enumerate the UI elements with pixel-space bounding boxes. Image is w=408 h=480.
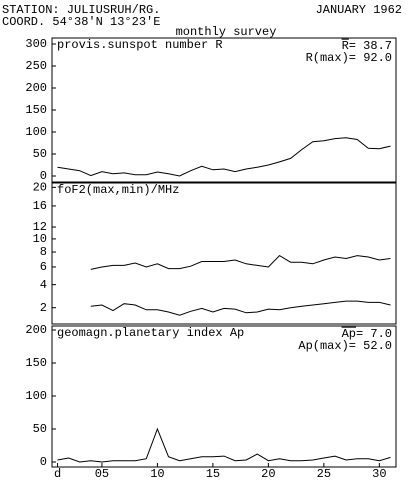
x-tick-label: d (54, 467, 61, 480)
y-tick-label: 16 (33, 199, 47, 213)
y-tick-label: 200 (25, 323, 47, 337)
coord: COORD. 54°38'N 13°23'E (2, 15, 160, 29)
y-tick-label: 8 (40, 245, 47, 259)
x-tick-label: 15 (206, 467, 220, 480)
y-tick-label: 150 (25, 103, 47, 117)
y-tick-label: 12 (33, 220, 47, 234)
y-tick-label: 0 (40, 455, 47, 469)
panel-title: provis.sunspot number R (57, 38, 223, 52)
y-tick-label: 150 (25, 356, 47, 370)
y-tick-label: 4 (40, 278, 47, 292)
y-tick-label: 0 (40, 169, 47, 183)
y-tick-label: 10 (33, 232, 47, 246)
x-tick-label: 25 (317, 467, 331, 480)
annotation: Ap(max)= 52.0 (298, 339, 392, 353)
y-tick-label: 250 (25, 59, 47, 73)
panel-frame (51, 182, 397, 325)
x-tick-label: 30 (372, 467, 386, 480)
y-tick-label: 50 (33, 422, 47, 436)
station: STATION: JULIUSRUH/RG. (2, 3, 160, 17)
data-line (90, 300, 391, 316)
annotation: R(max)= 92.0 (306, 51, 392, 65)
y-tick-label: 100 (25, 389, 47, 403)
date: JANUARY 1962 (316, 3, 402, 17)
y-tick-label: 100 (25, 125, 47, 139)
x-tick-label: 10 (150, 467, 164, 480)
panel-title: foF2(max,min)/MHz (57, 183, 179, 197)
y-tick-label: 20 (33, 181, 47, 195)
x-tick-label: 05 (95, 467, 109, 480)
data-line (90, 254, 391, 270)
y-tick-label: 50 (33, 147, 47, 161)
annotation: R= 38.7 (342, 39, 392, 53)
data-line (57, 427, 391, 463)
y-tick-label: 300 (25, 37, 47, 51)
y-tick-label: 200 (25, 81, 47, 95)
data-line (57, 137, 391, 177)
panel-title: geomagn.planetary index Ap (57, 326, 244, 340)
x-tick-label: 20 (261, 467, 275, 480)
annotation: Ap= 7.0 (342, 327, 392, 341)
y-tick-label: 2 (40, 301, 47, 315)
y-tick-label: 6 (40, 260, 47, 274)
subtitle: monthly survey (176, 25, 277, 39)
